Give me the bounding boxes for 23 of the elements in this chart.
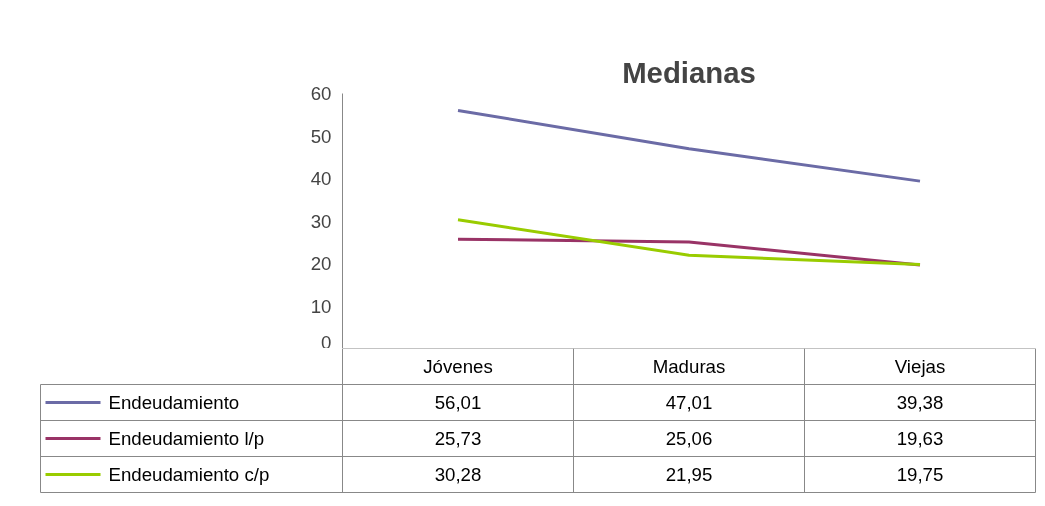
legend-label: Endeudamiento bbox=[108, 392, 240, 413]
y-tick-label: 40 bbox=[310, 168, 332, 189]
data-label: 30,28 bbox=[434, 464, 482, 485]
data-label: 19,63 bbox=[896, 428, 944, 449]
legend-label: Endeudamiento l/p bbox=[108, 428, 265, 449]
legend-label: Endeudamiento c/p bbox=[108, 464, 270, 485]
y-tick-label: 10 bbox=[310, 295, 332, 317]
chart-title: Medianas bbox=[622, 55, 756, 89]
x-tick-label: Viejas bbox=[894, 356, 946, 377]
y-tick-label: 60 bbox=[310, 83, 332, 104]
y-tick-label: 30 bbox=[310, 210, 332, 232]
data-label: 19,75 bbox=[896, 464, 944, 485]
x-tick-label: Jóvenes bbox=[423, 356, 493, 377]
data-label: 39,38 bbox=[896, 392, 944, 413]
data-label: 25,06 bbox=[665, 428, 713, 449]
y-tick-label: 20 bbox=[310, 253, 332, 274]
y-tick-label: 50 bbox=[310, 125, 332, 147]
x-tick-label: Maduras bbox=[652, 356, 726, 377]
data-label: 25,73 bbox=[434, 428, 482, 449]
data-label: 21,95 bbox=[665, 464, 713, 485]
data-label: 47,01 bbox=[665, 392, 713, 413]
y-tick-label: 0 bbox=[321, 331, 332, 353]
data-label: 56,01 bbox=[434, 392, 482, 413]
